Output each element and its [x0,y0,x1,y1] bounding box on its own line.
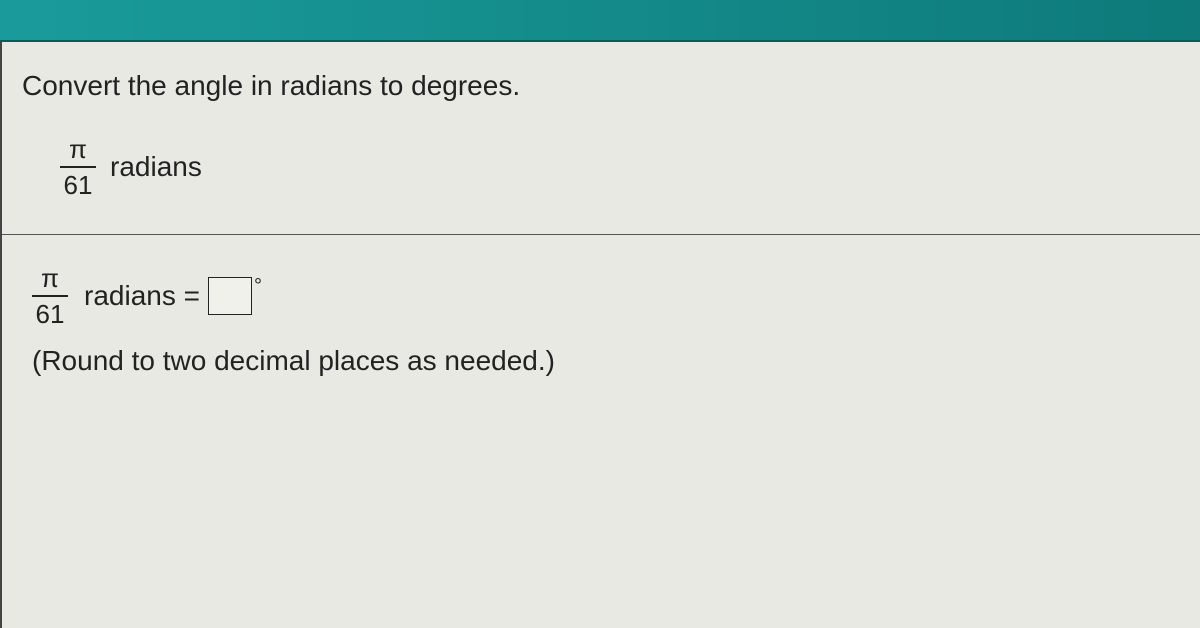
fraction-bar [60,166,96,168]
fraction-denominator: 61 [64,170,93,198]
unit-label: radians [110,151,202,183]
answer-expression: π 61 radians = ° [32,265,1180,327]
radians-equals-text: radians = [84,280,200,312]
answer-fraction-numerator: π [41,265,59,293]
given-expression: π 61 radians [2,136,1200,234]
answer-section: π 61 radians = ° (Round to two decimal p… [2,235,1200,377]
question-prompt: Convert the angle in radians to degrees. [2,42,1200,136]
header-bar [0,0,1200,42]
given-fraction: π 61 [60,136,96,198]
answer-fraction-denominator: 61 [36,299,65,327]
rounding-hint: (Round to two decimal places as needed.) [32,345,1180,377]
answer-fraction-bar [32,295,68,297]
fraction-numerator: π [69,136,87,164]
answer-fraction: π 61 [32,265,68,327]
content-area: Convert the angle in radians to degrees.… [0,42,1200,628]
answer-input[interactable] [208,277,252,315]
degree-symbol: ° [254,275,262,298]
